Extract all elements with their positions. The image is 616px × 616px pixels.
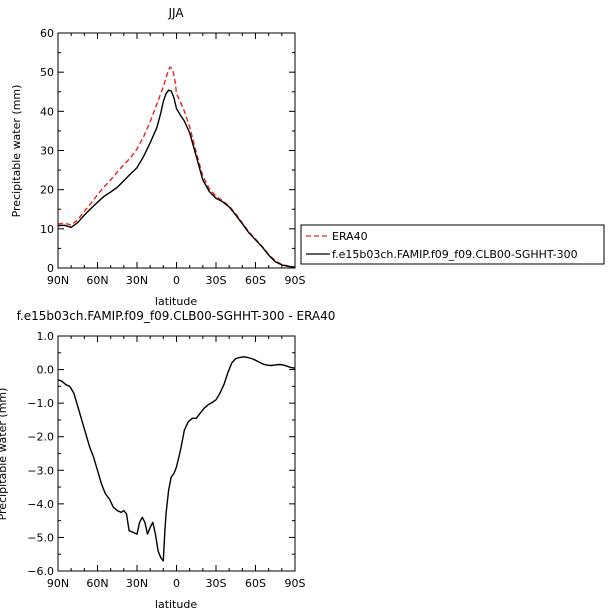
y-tick-label: −2.0 [27,431,54,444]
bottom-chart-title: f.e15b03ch.FAMIP.f09_f09.CLB00-SGHHT-300… [17,309,336,323]
x-tick-label: 60S [245,274,266,287]
y-tick-label: 0.0 [37,364,55,377]
bottom-y-axis-title: Precipitable water (mm) [0,388,9,521]
x-tick-label: 30N [126,274,148,287]
bottom-x-axis-title: latitude [155,598,197,611]
legend: ERA40 f.e15b03ch.FAMIP.f09_f09.CLB00-SGH… [300,224,605,265]
top-plot-frame [57,32,296,269]
top-y-axis-title: Precipitable water (mm) [10,85,23,218]
x-tick-label: 90S [285,274,306,287]
y-tick-label: −3.0 [27,464,54,477]
y-tick-label: 0 [47,262,54,275]
y-tick-label: −5.0 [27,531,54,544]
x-tick-label: 90S [285,577,306,590]
y-tick-label: 20 [40,184,54,197]
x-tick-label: 90N [47,577,69,590]
x-tick-label: 0 [173,274,180,287]
legend-box [300,224,605,265]
x-tick-label: 60S [245,577,266,590]
top-chart-title: JJA [167,6,184,20]
series-line-second [57,89,296,268]
x-tick-label: 90N [47,274,69,287]
x-tick-label: 30S [206,577,227,590]
series-line-first [57,66,296,268]
y-tick-label: 50 [40,66,54,79]
x-tick-label: 30N [126,577,148,590]
x-tick-label: 30S [206,274,227,287]
top-x-axis-title: latitude [155,295,197,308]
y-tick-label: −1.0 [27,397,54,410]
y-tick-label: 40 [40,105,54,118]
legend-label-model: f.e15b03ch.FAMIP.f09_f09.CLB00-SGHHT-300 [332,248,578,261]
y-tick-label: 30 [40,145,54,158]
bottom-plot-frame [57,335,296,572]
y-tick-label: −4.0 [27,498,54,511]
top-chart: JJA 90N 60N 30N 0 30S 60S 90S 0 10 20 30 40 50 60 lat… [10,6,306,308]
y-tick-label: 1.0 [37,330,55,343]
y-tick-label: 10 [40,223,54,236]
y-tick-label: 60 [40,27,54,40]
legend-label-era40: ERA40 [332,230,368,243]
x-tick-label: 60N [86,577,108,590]
y-tick-label: −6.0 [27,565,54,578]
bottom-chart: f.e15b03ch.FAMIP.f09_f09.CLB00-SGHHT-300… [0,309,335,611]
series-line-first [57,356,296,562]
x-tick-label: 0 [173,577,180,590]
x-tick-label: 60N [86,274,108,287]
